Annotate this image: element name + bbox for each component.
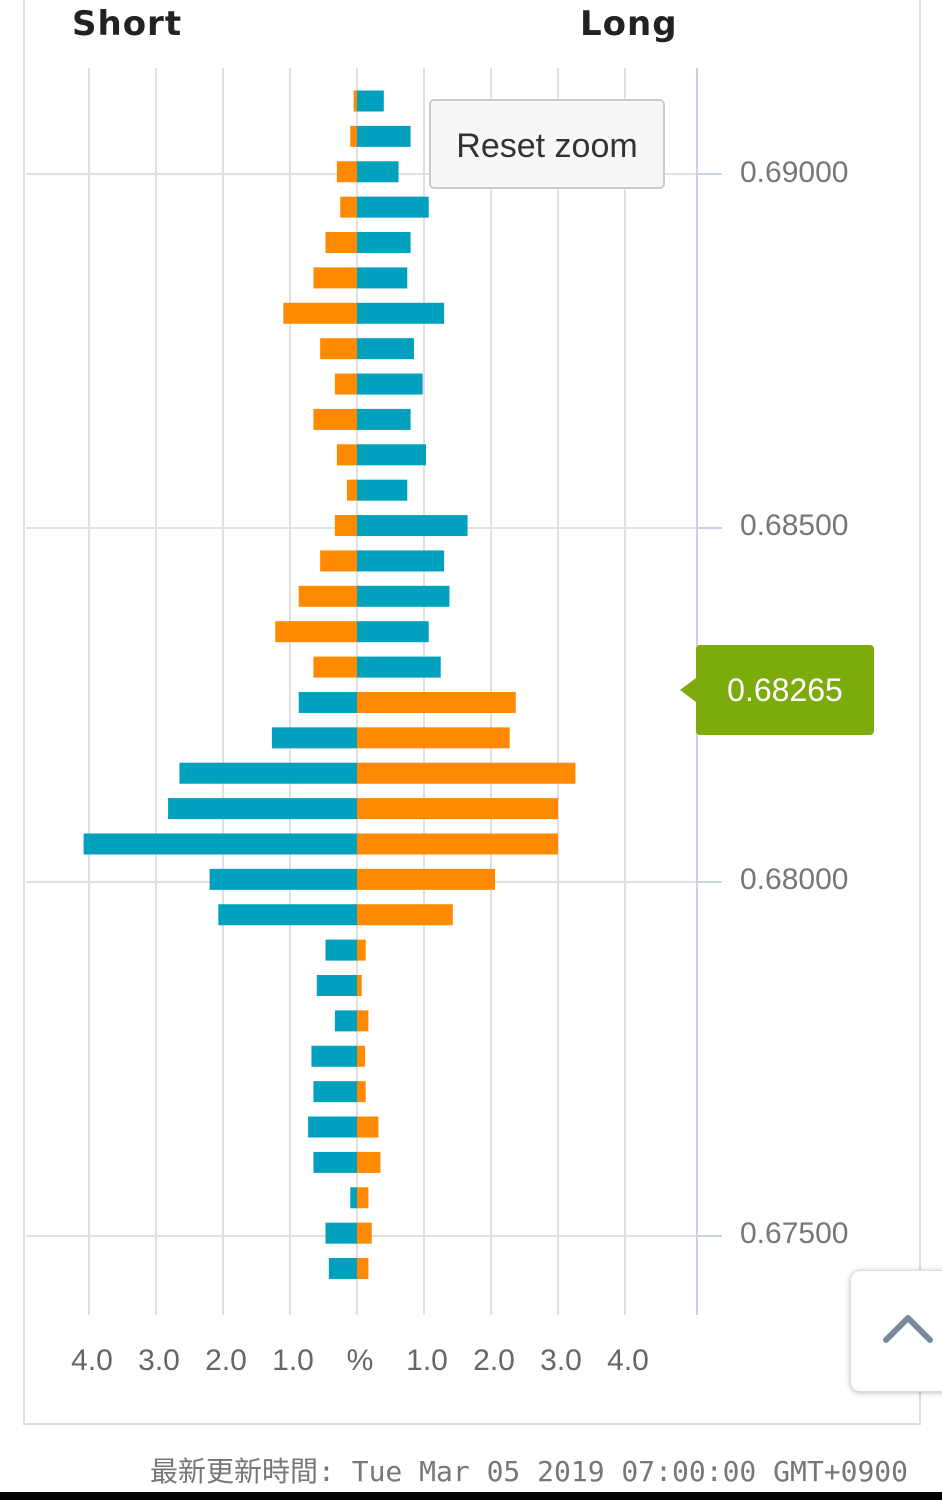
long-bar — [357, 1187, 369, 1209]
short-bar — [336, 161, 357, 183]
pct-tick-label: 1.0 — [406, 1344, 448, 1377]
bars-group — [83, 90, 576, 1280]
long-bar — [357, 939, 366, 961]
last-updated-text: 最新更新時間: Tue Mar 05 2019 07:00:00 GMT+090… — [150, 1455, 909, 1488]
chart-border — [23, 0, 921, 1425]
price-tick-label: 0.68500 — [740, 509, 849, 542]
short-bar — [298, 691, 357, 713]
short-bar — [334, 373, 357, 395]
long-bar — [357, 762, 576, 784]
long-bar — [357, 585, 450, 607]
short-bar — [179, 762, 357, 784]
short-bar — [313, 1151, 357, 1173]
short-bar — [336, 444, 357, 466]
long-bar — [357, 1081, 366, 1103]
long-bar — [357, 302, 445, 324]
short-bar — [325, 1222, 357, 1244]
long-bar — [357, 1045, 366, 1067]
short-bar — [313, 267, 357, 289]
long-bar — [357, 373, 423, 395]
pct-tick-label: 2.0 — [473, 1344, 515, 1377]
price-tick-label: 0.68000 — [740, 863, 849, 896]
short-bar — [209, 868, 357, 890]
pct-tick-label: 3.0 — [540, 1344, 582, 1377]
short-bar — [275, 621, 357, 643]
long-bar — [357, 1222, 372, 1244]
long-bar — [357, 621, 429, 643]
long-bar — [357, 267, 408, 289]
short-bar — [316, 975, 357, 996]
long-bar — [357, 833, 558, 855]
short-bar — [320, 550, 357, 572]
long-bar — [357, 691, 516, 713]
long-bar — [357, 1116, 379, 1138]
chevron-up-icon — [883, 1315, 933, 1343]
price-tick-label: 0.69000 — [740, 156, 849, 189]
short-bar — [83, 833, 357, 855]
current-price-tag: 0.68265 — [680, 645, 874, 735]
long-bar — [357, 161, 399, 183]
short-bar — [340, 196, 357, 218]
long-bar — [357, 798, 558, 820]
long-bar — [357, 90, 384, 112]
scroll-to-top-button[interactable] — [850, 1270, 942, 1392]
price-tick-label: 0.67500 — [740, 1217, 849, 1250]
long-bar — [357, 550, 445, 572]
long-bar — [357, 1151, 381, 1173]
long-bar — [357, 656, 441, 678]
long-bar — [357, 125, 411, 147]
short-header: Short — [72, 4, 183, 44]
long-bar — [357, 408, 411, 430]
short-bar — [334, 1010, 357, 1032]
short-bar — [334, 515, 357, 537]
long-bar — [357, 444, 427, 466]
long-bar — [357, 338, 414, 360]
reset-zoom-button[interactable]: Reset zoom — [429, 99, 665, 189]
short-bar — [313, 408, 357, 430]
short-bar — [218, 904, 357, 926]
short-bar — [283, 302, 357, 324]
long-bar — [357, 232, 411, 254]
long-bar — [357, 904, 453, 926]
short-bar — [271, 727, 357, 749]
pct-center-label: % — [346, 1344, 374, 1377]
short-bar — [311, 1045, 357, 1067]
long-bar — [357, 975, 362, 996]
system-nav-bar — [0, 1492, 942, 1500]
long-bar — [357, 727, 510, 749]
short-bar — [298, 585, 357, 607]
short-bar — [313, 1081, 357, 1103]
short-bar — [346, 479, 357, 501]
pct-tick-label: 2.0 — [205, 1344, 247, 1377]
pct-tick-label: 4.0 — [607, 1344, 649, 1377]
short-bar — [325, 232, 357, 254]
long-bar — [357, 515, 468, 537]
short-bar — [350, 125, 357, 147]
long-bar — [357, 479, 408, 501]
short-bar — [308, 1116, 357, 1138]
short-bar — [320, 338, 357, 360]
long-bar — [357, 196, 429, 218]
short-bar — [353, 90, 357, 112]
pct-tick-label: 4.0 — [71, 1344, 113, 1377]
short-bar — [325, 939, 357, 961]
pct-tick-label: 1.0 — [272, 1344, 314, 1377]
long-bar — [357, 1010, 369, 1032]
short-bar — [168, 798, 357, 820]
short-bar — [328, 1258, 357, 1280]
short-bar — [313, 656, 357, 678]
long-bar — [357, 868, 496, 890]
chart-frame-border — [23, 0, 921, 1425]
pct-tick-label: 3.0 — [138, 1344, 180, 1377]
long-header: Long — [580, 4, 678, 44]
long-bar — [357, 1258, 369, 1280]
short-bar — [350, 1187, 357, 1209]
